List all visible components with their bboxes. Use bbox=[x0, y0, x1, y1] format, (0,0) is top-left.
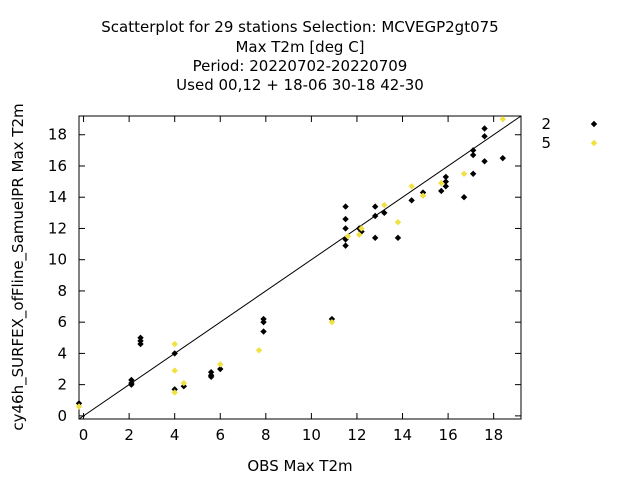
x-tick-label: 8 bbox=[261, 426, 271, 444]
series-2-point bbox=[469, 147, 477, 154]
y-tick-label: 6 bbox=[57, 313, 67, 331]
title-line-4: Used 00,12 + 18-06 30-18 42-30 bbox=[176, 76, 424, 94]
series-5-point bbox=[394, 219, 402, 226]
series-2-point bbox=[342, 242, 349, 249]
x-axis-label: OBS Max T2m bbox=[247, 457, 352, 475]
y-tick-label: 8 bbox=[57, 282, 67, 300]
series-2-point bbox=[342, 215, 349, 223]
y-tick-label: 12 bbox=[48, 219, 67, 237]
series-2-point bbox=[481, 158, 488, 165]
series-2-point bbox=[342, 203, 349, 210]
series-2-point bbox=[469, 170, 477, 177]
title-line-2: Max T2m [deg C] bbox=[235, 38, 364, 56]
series-5-point bbox=[356, 231, 363, 238]
series-5-point bbox=[255, 347, 263, 354]
series-2-point bbox=[438, 187, 445, 195]
series-5-point bbox=[358, 225, 365, 232]
series-5-point bbox=[180, 379, 188, 387]
series-2-point bbox=[460, 194, 468, 201]
x-tick-label: 4 bbox=[170, 426, 180, 444]
scatter-points bbox=[75, 115, 506, 410]
y-axis: 0 2 4 6 8 10 12 14 16 18 bbox=[48, 126, 521, 425]
x-tick-label: 0 bbox=[79, 426, 89, 444]
y-tick-label: 2 bbox=[57, 376, 67, 394]
series-5-point bbox=[75, 403, 83, 410]
legend-label: 2 bbox=[541, 115, 551, 133]
series-2-point bbox=[499, 154, 506, 162]
plot-area-frame bbox=[78, 115, 522, 420]
legend-marker bbox=[590, 120, 598, 128]
series-5-point bbox=[217, 361, 224, 368]
series-5-point bbox=[460, 170, 468, 177]
series-5-point bbox=[438, 179, 445, 187]
title-line-1: Scatterplot for 29 stations Selection: M… bbox=[101, 18, 498, 36]
x-tick-label: 18 bbox=[484, 426, 503, 444]
series-5-point bbox=[344, 233, 352, 240]
y-tick-label: 18 bbox=[48, 126, 67, 144]
x-axis: 0 2 4 6 8 10 12 14 16 18 bbox=[79, 116, 503, 444]
series-2-point bbox=[207, 372, 215, 379]
series-2-point bbox=[260, 318, 267, 326]
series-2-point bbox=[481, 133, 488, 140]
title-line-3: Period: 20220702-20220709 bbox=[193, 57, 408, 75]
series-2-point bbox=[128, 379, 135, 387]
x-tick-label: 14 bbox=[393, 426, 412, 444]
x-tick-label: 12 bbox=[347, 426, 366, 444]
series-5-point bbox=[171, 367, 178, 374]
series-5-point bbox=[419, 192, 427, 199]
one-to-one-line bbox=[78, 115, 522, 420]
x-tick-label: 16 bbox=[439, 426, 458, 444]
series-5-point bbox=[381, 201, 388, 209]
series-2-point bbox=[442, 183, 450, 190]
y-axis-label: cy46h_SURFEX_ofFline_SamuelPR Max T2m bbox=[9, 103, 28, 430]
series-2-point bbox=[442, 173, 450, 181]
series-2-point bbox=[171, 350, 178, 357]
series-2-point bbox=[394, 234, 402, 242]
legend: 25 bbox=[541, 115, 598, 152]
y-tick-label: 14 bbox=[48, 188, 67, 206]
series-5-point bbox=[408, 183, 415, 190]
x-tick-label: 6 bbox=[215, 426, 225, 444]
series-2-point bbox=[342, 225, 349, 232]
y-tick-label: 4 bbox=[57, 344, 67, 362]
x-tick-label: 2 bbox=[124, 426, 134, 444]
series-2-point bbox=[217, 365, 224, 373]
legend-marker bbox=[590, 139, 598, 147]
series-2-point bbox=[371, 203, 379, 210]
series-2-point bbox=[481, 125, 488, 132]
chart-title: Scatterplot for 29 stations Selection: M… bbox=[101, 18, 498, 94]
series-2-point bbox=[137, 340, 144, 348]
series-5-point bbox=[499, 115, 506, 123]
series-5-point bbox=[171, 389, 178, 396]
series-2-point bbox=[371, 234, 379, 242]
y-tick-label: 0 bbox=[57, 407, 67, 425]
series-2-point bbox=[469, 151, 477, 159]
series-5-point bbox=[171, 340, 178, 348]
legend-label: 5 bbox=[541, 134, 551, 152]
series-2-point bbox=[381, 209, 388, 217]
series-5-point bbox=[328, 318, 336, 326]
y-tick-label: 10 bbox=[48, 251, 67, 269]
y-tick-label: 16 bbox=[48, 157, 67, 175]
x-tick-label: 10 bbox=[302, 426, 321, 444]
series-2-point bbox=[408, 197, 415, 204]
series-2-point bbox=[260, 328, 267, 335]
series-2-point bbox=[371, 212, 379, 220]
